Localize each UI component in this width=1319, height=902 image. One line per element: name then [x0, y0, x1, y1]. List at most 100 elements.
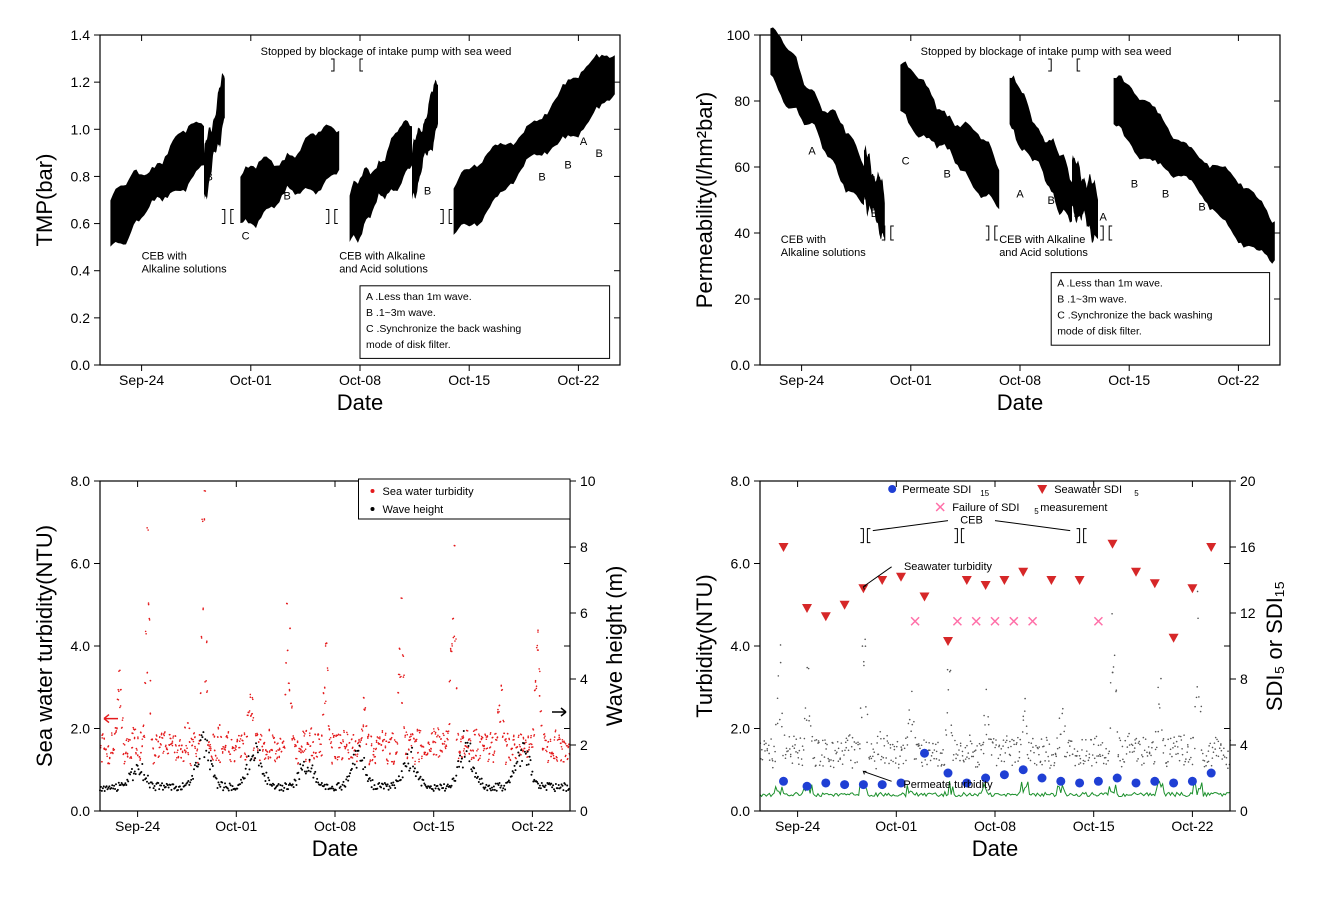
- svg-text:20: 20: [1240, 473, 1256, 489]
- svg-text:Oct-08: Oct-08: [999, 372, 1041, 388]
- svg-text:0.0: 0.0: [731, 357, 751, 373]
- svg-text:Seawater SDI: Seawater SDI: [1054, 484, 1122, 496]
- svg-text:Seawater turbidity: Seawater turbidity: [904, 561, 993, 573]
- svg-text:Alkaline solutions: Alkaline solutions: [781, 247, 866, 259]
- svg-text:1.2: 1.2: [71, 74, 91, 90]
- svg-text:A: A: [460, 195, 468, 207]
- svg-text:B: B: [502, 179, 509, 191]
- svg-text:A: A: [808, 146, 816, 158]
- svg-text:measurement: measurement: [1040, 502, 1107, 514]
- svg-text:B: B: [356, 207, 363, 219]
- svg-text:Oct-08: Oct-08: [314, 818, 356, 834]
- svg-text:Oct-08: Oct-08: [339, 372, 381, 388]
- svg-text:0.6: 0.6: [71, 216, 91, 232]
- svg-text:8.0: 8.0: [71, 473, 91, 489]
- chart-sdi: Sep-24Oct-01Oct-08Oct-15Oct-22Date0.02.0…: [680, 466, 1300, 882]
- svg-text:B: B: [596, 148, 603, 160]
- svg-text:Sea water turbidity(NTU): Sea water turbidity(NTU): [32, 525, 57, 767]
- svg-text:Oct-01: Oct-01: [875, 818, 917, 834]
- svg-text:A: A: [377, 167, 385, 179]
- svg-text:Sep-24: Sep-24: [779, 372, 824, 388]
- svg-text:B: B: [944, 169, 951, 181]
- svg-text:1.0: 1.0: [71, 121, 91, 137]
- svg-text:Sea water turbidity: Sea water turbidity: [383, 486, 475, 498]
- svg-text:8: 8: [1240, 671, 1248, 687]
- svg-text:Oct-08: Oct-08: [974, 818, 1016, 834]
- svg-text:A: A: [1235, 215, 1243, 227]
- svg-text:Wave height: Wave height: [383, 504, 444, 516]
- svg-text:12: 12: [1240, 605, 1256, 621]
- svg-text:CEB with: CEB with: [142, 250, 187, 262]
- svg-text:6.0: 6.0: [71, 556, 91, 572]
- chart-turbidity-wave: Sep-24Oct-01Oct-08Oct-15Oct-22Date0.02.0…: [20, 466, 640, 882]
- chart-grid: Sep-24Oct-01Oct-08Oct-15Oct-22Date0.00.2…: [20, 20, 1299, 882]
- svg-text:Alkaline solutions: Alkaline solutions: [142, 264, 227, 276]
- svg-text:Oct-01: Oct-01: [890, 372, 932, 388]
- svg-text:B: B: [398, 160, 405, 172]
- svg-text:Date: Date: [972, 836, 1018, 861]
- svg-text:0: 0: [580, 803, 588, 819]
- chart-permeability: Sep-24Oct-01Oct-08Oct-15Oct-22Date0.0204…: [680, 20, 1300, 436]
- svg-text:Oct-22: Oct-22: [511, 818, 553, 834]
- svg-text:Oct-22: Oct-22: [1171, 818, 1213, 834]
- svg-text:B: B: [1162, 188, 1169, 200]
- svg-text:mode of disk filter.: mode of disk filter.: [1057, 326, 1142, 338]
- svg-text:Stopped by blockage of intake: Stopped by blockage of intake pump with …: [921, 46, 1172, 58]
- svg-text:Stopped by blockage of intake: Stopped by blockage of intake pump with …: [261, 46, 512, 58]
- svg-text:80: 80: [734, 93, 750, 109]
- svg-text:A: A: [580, 136, 588, 148]
- svg-text:16: 16: [1240, 539, 1256, 555]
- svg-text:C .Synchronize the back washin: C .Synchronize the back washing: [1057, 310, 1212, 322]
- svg-text:Failure of SDI: Failure of SDI: [952, 502, 1019, 514]
- svg-text:Oct-15: Oct-15: [413, 818, 455, 834]
- svg-text:B: B: [424, 186, 431, 198]
- svg-text:Permeate turbidity: Permeate turbidity: [903, 779, 993, 791]
- svg-text:CEB: CEB: [960, 515, 983, 527]
- svg-text:4: 4: [1240, 737, 1248, 753]
- svg-text:mode of disk filter.: mode of disk filter.: [366, 339, 451, 351]
- svg-text:Oct-01: Oct-01: [230, 372, 272, 388]
- svg-text:and Acid solutions: and Acid solutions: [339, 264, 428, 276]
- svg-text:C: C: [902, 155, 910, 167]
- svg-text:0.0: 0.0: [731, 803, 751, 819]
- svg-text:B: B: [564, 160, 571, 172]
- svg-text:Wave height (m): Wave height (m): [602, 566, 627, 727]
- svg-text:Oct-01: Oct-01: [215, 818, 257, 834]
- svg-text:Date: Date: [312, 836, 358, 861]
- svg-text:6.0: 6.0: [731, 556, 751, 572]
- svg-text:0: 0: [1240, 803, 1248, 819]
- svg-text:B: B: [1256, 228, 1263, 240]
- svg-text:4.0: 4.0: [71, 638, 91, 654]
- svg-text:B: B: [1074, 208, 1081, 220]
- svg-text:Turbidity(NTU): Turbidity(NTU): [692, 574, 717, 717]
- svg-text:6: 6: [580, 605, 588, 621]
- svg-text:A: A: [1100, 212, 1108, 224]
- svg-text:0.0: 0.0: [71, 803, 91, 819]
- svg-text:A .Less than 1m wave.: A .Less than 1m wave.: [1057, 278, 1163, 290]
- svg-text:100: 100: [727, 27, 751, 43]
- svg-text:A .Less than 1m wave.: A .Less than 1m wave.: [366, 291, 472, 303]
- svg-text:A: A: [1016, 188, 1024, 200]
- svg-text:2.0: 2.0: [731, 721, 751, 737]
- svg-text:Sep-24: Sep-24: [775, 818, 820, 834]
- svg-text:TMP(bar): TMP(bar): [32, 154, 57, 247]
- svg-text:Date: Date: [997, 390, 1043, 415]
- svg-text:Date: Date: [337, 390, 383, 415]
- svg-text:B: B: [985, 179, 992, 191]
- svg-text:20: 20: [734, 291, 750, 307]
- svg-text:CEB with Alkaline: CEB with Alkaline: [339, 250, 425, 262]
- svg-text:40: 40: [734, 225, 750, 241]
- svg-text:Oct-15: Oct-15: [1108, 372, 1150, 388]
- svg-text:B: B: [1131, 179, 1138, 191]
- svg-text:CEB with Alkaline: CEB with Alkaline: [999, 234, 1085, 246]
- svg-text:0.4: 0.4: [71, 263, 91, 279]
- svg-text:5: 5: [1034, 507, 1039, 516]
- svg-text:60: 60: [734, 159, 750, 175]
- svg-text:B: B: [538, 171, 545, 183]
- svg-text:0.0: 0.0: [71, 357, 91, 373]
- svg-text:2: 2: [580, 737, 588, 753]
- svg-text:A: A: [159, 188, 167, 200]
- svg-text:8: 8: [580, 539, 588, 555]
- svg-text:Sep-24: Sep-24: [115, 818, 160, 834]
- svg-text:5: 5: [1134, 489, 1139, 498]
